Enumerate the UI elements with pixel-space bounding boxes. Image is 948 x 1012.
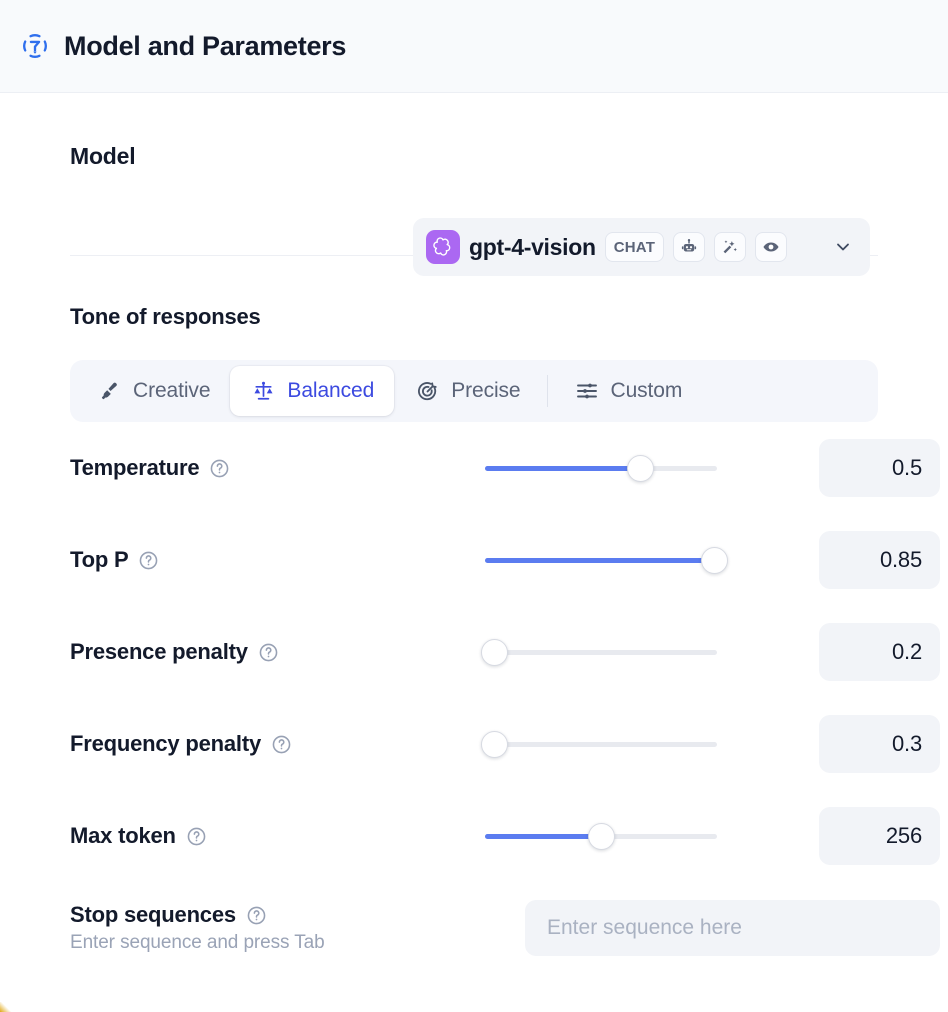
tone-option-group: Creative Balanced (70, 360, 878, 422)
slider-track[interactable] (485, 454, 717, 482)
slider-track[interactable] (485, 546, 729, 574)
param-value-presence-penalty[interactable]: 0.2 (819, 623, 940, 681)
stop-sequences-label: Stop sequences (70, 902, 325, 928)
sliders-icon (574, 378, 600, 404)
param-name: Presence penalty (70, 639, 248, 664)
stop-sequences-hint: Enter sequence and press Tab (70, 932, 325, 953)
tone-option-label: Precise (451, 379, 521, 402)
param-row-max-token: Max token 256 (70, 790, 940, 882)
help-icon[interactable] (186, 826, 207, 847)
param-value-temperature[interactable]: 0.5 (819, 439, 940, 497)
target-icon (414, 378, 440, 404)
tone-divider (546, 375, 548, 407)
help-icon[interactable] (271, 734, 292, 755)
help-icon[interactable] (246, 905, 267, 926)
param-name: Max token (70, 823, 176, 848)
model-select[interactable]: gpt-4-vision CHAT (413, 218, 870, 276)
param-value-max-token[interactable]: 256 (819, 807, 940, 865)
slider-track[interactable] (485, 822, 717, 850)
slider-thumb[interactable] (480, 638, 508, 666)
panel-body: Model gpt-4-vision CHAT (0, 93, 948, 1012)
model-row: Model (70, 93, 878, 219)
slider-track[interactable] (480, 730, 717, 758)
page-title: Model and Parameters (64, 30, 347, 61)
param-row-top-p: Top P 0.85 (70, 514, 940, 606)
magic-capability-badge (714, 232, 747, 262)
tone-option-label: Creative (133, 379, 211, 402)
tone-option-label: Custom (610, 379, 683, 402)
slider-thumb[interactable] (587, 822, 615, 850)
slider-fill (485, 465, 641, 471)
tone-option-creative[interactable]: Creative (76, 366, 230, 416)
slider-thumb[interactable] (626, 454, 654, 482)
param-label: Presence penalty (70, 639, 279, 665)
param-label: Max token (70, 823, 207, 849)
slider-fill (485, 833, 601, 839)
slider-presence-penalty[interactable] (480, 637, 717, 667)
param-row-frequency-penalty: Frequency penalty 0.3 (70, 698, 940, 790)
slider-frequency-penalty[interactable] (480, 729, 717, 759)
slider-thumb[interactable] (480, 730, 508, 758)
param-label: Frequency penalty (70, 731, 292, 757)
param-row-temperature: Temperature 0.5 (70, 422, 940, 514)
model-name: gpt-4-vision (469, 233, 596, 260)
tone-option-label: Balanced (287, 379, 375, 402)
slider-max-token[interactable] (485, 821, 717, 851)
tone-section-label: Tone of responses (70, 304, 261, 329)
slider-track[interactable] (480, 638, 717, 666)
tone-option-balanced[interactable]: Balanced (230, 366, 395, 416)
slider-fill (485, 557, 715, 563)
vision-capability-badge (755, 232, 788, 262)
param-value-top-p[interactable]: 0.85 (819, 531, 940, 589)
scales-icon (250, 378, 276, 404)
stop-sequences-label-block: Stop sequences Enter sequence and press … (70, 902, 325, 954)
brush-icon (96, 378, 122, 404)
param-name: Frequency penalty (70, 731, 261, 756)
param-label: Top P (70, 547, 159, 573)
tone-option-custom[interactable]: Custom (554, 366, 703, 416)
openai-logo-icon (426, 230, 460, 264)
slider-temperature[interactable] (485, 453, 717, 483)
help-icon[interactable] (258, 642, 279, 663)
param-name: Temperature (70, 455, 200, 480)
slider-top-p[interactable] (485, 545, 729, 575)
slider-thumb[interactable] (701, 546, 729, 574)
robot-capability-badge (673, 232, 706, 262)
panel-header: Model and Parameters (0, 0, 948, 93)
model-label: Model (70, 142, 136, 169)
help-icon[interactable] (138, 550, 159, 571)
tone-option-precise[interactable]: Precise (394, 366, 540, 416)
param-name: Top P (70, 547, 129, 572)
help-icon[interactable] (209, 458, 230, 479)
param-label: Temperature (70, 455, 230, 481)
param-value-frequency-penalty[interactable]: 0.3 (819, 715, 940, 773)
stop-sequences-row: Stop sequences Enter sequence and press … (70, 882, 940, 974)
param-row-presence-penalty: Presence penalty 0.2 (70, 606, 940, 698)
stop-sequences-input[interactable] (525, 900, 940, 956)
param-name: Stop sequences (70, 902, 236, 927)
chat-badge: CHAT (604, 232, 665, 262)
model-node-icon (20, 31, 50, 61)
chevron-down-icon[interactable] (830, 234, 856, 260)
